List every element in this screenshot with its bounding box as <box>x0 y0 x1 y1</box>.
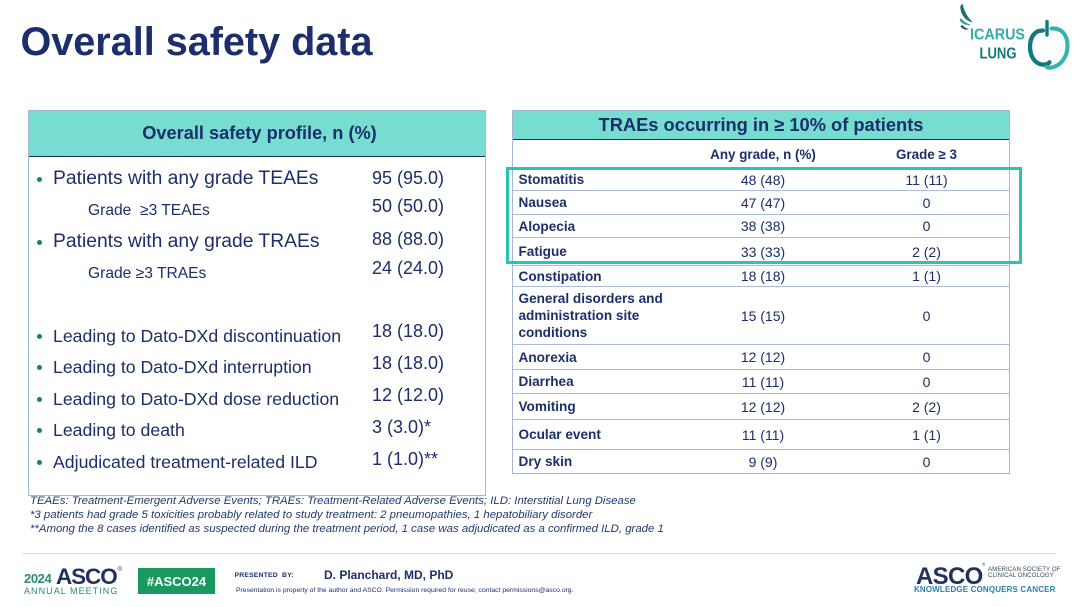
svg-text:ICARUS: ICARUS <box>970 27 1025 44</box>
svg-text:LUNG: LUNG <box>980 46 1017 63</box>
